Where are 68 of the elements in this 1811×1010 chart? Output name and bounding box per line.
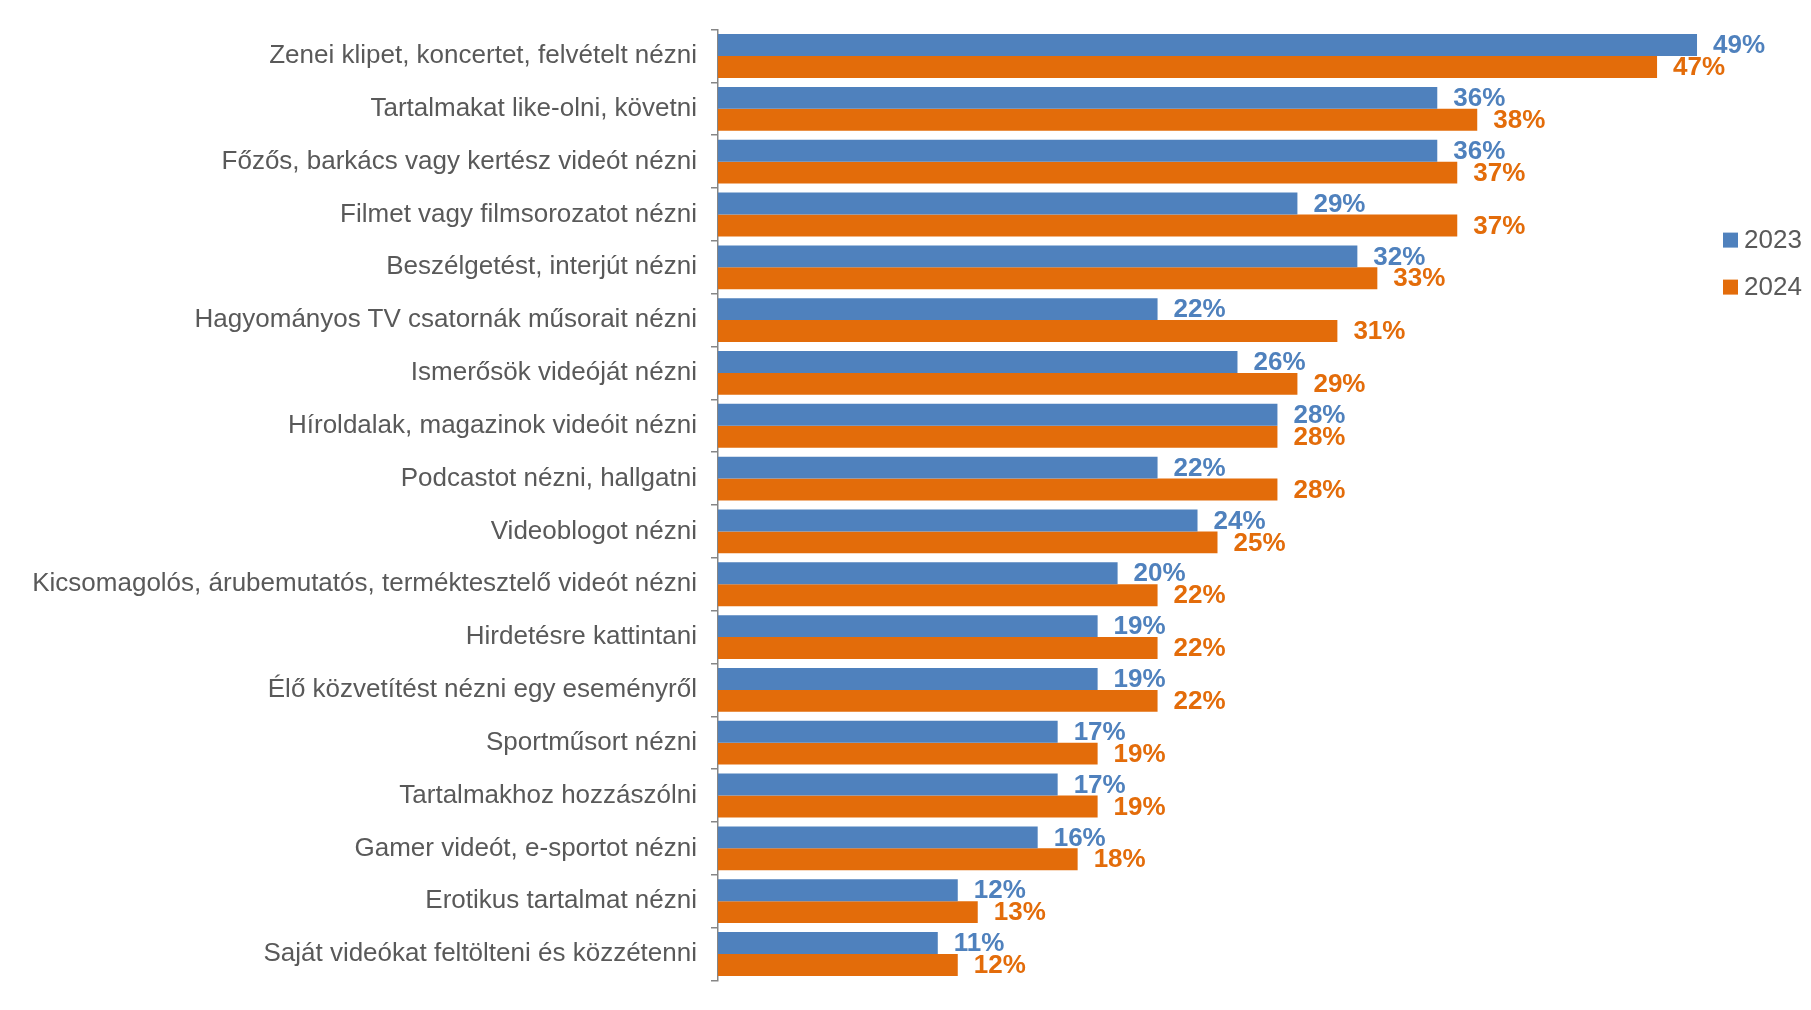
bar [718, 953, 958, 976]
y-tick-label: Saját videókat feltölteni és közzétenni [263, 937, 697, 968]
bar [718, 86, 1438, 109]
bar [718, 351, 1238, 373]
bar [718, 901, 978, 924]
bar [718, 637, 1158, 659]
data-label: 37% [1473, 209, 1526, 240]
bar [718, 161, 1458, 184]
legend-label: 2024 [1744, 270, 1802, 301]
y-tick-label: Tartalmakhoz hozzászólni [399, 778, 697, 809]
y-tick-label: Kicsomagolós, árubemutatós, terméktesztelő videót nézni [32, 567, 697, 598]
y-tick-label: Beszélgetést, interjút nézni [386, 250, 697, 281]
bar [718, 531, 1218, 554]
bar [718, 509, 1198, 532]
bar [718, 298, 1158, 321]
y-tick-label: Tartalmakat like-olni, követni [370, 92, 697, 123]
bar [718, 108, 1478, 131]
y-tick-label: Zenei klipet, koncertet, felvételt nézni [269, 39, 697, 70]
bar [718, 56, 1658, 78]
data-label: 26% [1253, 346, 1306, 377]
data-label: 22% [1173, 632, 1226, 663]
y-tick-label: Hirdetésre kattintani [465, 620, 697, 651]
bar [718, 795, 1098, 818]
y-tick-label: Élő közvetítést nézni egy eseményről [267, 673, 697, 704]
data-label: 29% [1313, 368, 1366, 399]
data-label: 31% [1353, 315, 1406, 346]
y-tick-label: Gamer videót, e-sportot nézni [354, 831, 697, 862]
bar [718, 192, 1298, 215]
bar [718, 245, 1358, 268]
bar [718, 879, 958, 902]
bar [718, 826, 1038, 849]
y-tick-label: Podcastot nézni, hallgatni [400, 461, 697, 492]
bar [718, 742, 1098, 765]
y-tick-label: Ismerősök videóját nézni [410, 356, 697, 387]
bar [718, 584, 1158, 607]
bar [718, 478, 1278, 501]
data-label: 22% [1173, 293, 1226, 324]
bar [718, 615, 1098, 638]
data-label: 28% [1293, 473, 1346, 504]
bar [718, 932, 938, 954]
bar [718, 562, 1118, 585]
bar [718, 689, 1158, 712]
bar [718, 456, 1158, 479]
data-label: 22% [1173, 451, 1226, 482]
bar [718, 425, 1278, 448]
bar [718, 773, 1058, 796]
bar [718, 720, 1058, 743]
data-label: 22% [1173, 685, 1226, 716]
bar [718, 34, 1698, 57]
bar [718, 267, 1378, 290]
data-label: 29% [1313, 187, 1366, 218]
bar [718, 214, 1458, 237]
y-tick-label: Hagyományos TV csatornák műsorait nézni [194, 303, 697, 334]
bar [718, 667, 1098, 690]
y-tick-label: Videoblogot nézni [490, 514, 697, 545]
data-label: 19% [1113, 610, 1166, 641]
bar [718, 372, 1298, 395]
y-tick-label: Főzős, barkács vagy kertész videót nézni [221, 144, 697, 175]
bar [718, 320, 1338, 343]
bar [718, 848, 1078, 871]
y-tick-label: Erotikus tartalmat nézni [425, 884, 697, 915]
y-tick-label: Filmet vagy filmsorozatot nézni [340, 197, 697, 228]
y-tick-label: Híroldalak, magazinok videóit nézni [288, 408, 697, 439]
bar [718, 403, 1278, 426]
data-label: 19% [1113, 663, 1166, 694]
y-tick-label: Sportműsort nézni [486, 725, 697, 756]
bar [718, 139, 1438, 162]
legend-label: 2023 [1744, 223, 1802, 254]
